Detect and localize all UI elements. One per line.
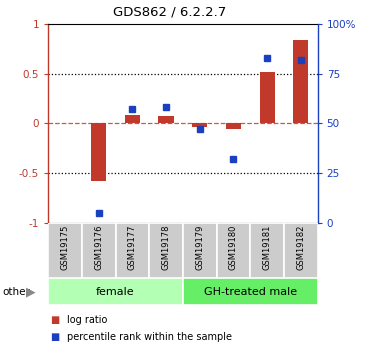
- Text: female: female: [96, 287, 135, 296]
- Text: ▶: ▶: [26, 285, 36, 298]
- Bar: [259, 72, 275, 124]
- Text: GSM19182: GSM19182: [296, 224, 305, 269]
- Bar: [216, 223, 250, 278]
- Bar: [82, 223, 116, 278]
- Text: GSM19180: GSM19180: [229, 224, 238, 269]
- Bar: [125, 116, 140, 124]
- Text: other: other: [2, 287, 30, 296]
- Text: ■: ■: [50, 315, 59, 325]
- Text: ■: ■: [50, 332, 59, 342]
- Text: percentile rank within the sample: percentile rank within the sample: [67, 332, 233, 342]
- Bar: [192, 124, 207, 127]
- Text: GSM19177: GSM19177: [128, 224, 137, 270]
- Bar: [183, 223, 216, 278]
- Bar: [284, 223, 318, 278]
- Bar: [48, 223, 82, 278]
- Bar: [116, 223, 149, 278]
- Bar: [159, 116, 174, 124]
- Bar: [183, 278, 318, 305]
- Text: log ratio: log ratio: [67, 315, 108, 325]
- Text: GSM19181: GSM19181: [263, 224, 271, 269]
- Bar: [149, 223, 183, 278]
- Bar: [250, 223, 284, 278]
- Text: GSM19179: GSM19179: [195, 224, 204, 269]
- Text: GDS862 / 6.2.2.7: GDS862 / 6.2.2.7: [113, 5, 226, 18]
- Bar: [91, 124, 106, 181]
- Bar: [293, 40, 308, 124]
- Bar: [48, 278, 183, 305]
- Text: GSM19176: GSM19176: [94, 224, 103, 270]
- Text: GSM19178: GSM19178: [162, 224, 171, 270]
- Bar: [226, 124, 241, 129]
- Text: GH-treated male: GH-treated male: [204, 287, 297, 296]
- Text: GSM19175: GSM19175: [60, 224, 69, 269]
